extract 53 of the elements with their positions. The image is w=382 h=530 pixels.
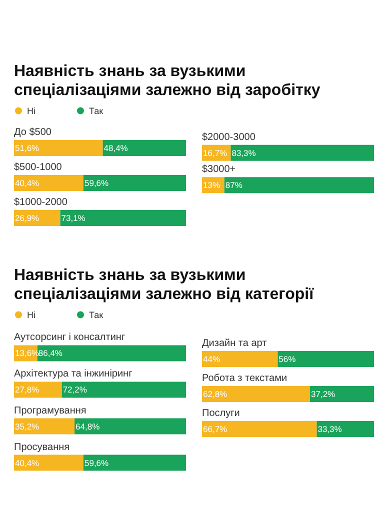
data-label: 13% [203,180,220,190]
category-label: Архітектура та інжиніринг [14,368,132,380]
data-label: 86,4% [38,348,63,358]
bar [14,382,62,398]
bar [14,454,84,471]
legend-label: Так [89,106,104,116]
data-label: 26,9% [15,213,40,223]
data-label: 59,6% [84,178,110,188]
data-label: 44% [203,354,220,364]
bar [14,175,84,191]
data-label: 83,3% [232,148,256,158]
data-label: 40,4% [15,178,40,188]
category-label: $2000-3000 [202,132,256,143]
bar [62,382,186,398]
data-label: 87% [225,180,243,190]
category-label: Дизайн та арт [202,338,267,349]
data-label: 66,7% [203,424,228,434]
legend-label: Так [89,310,104,320]
category-label: Просування [14,442,70,453]
data-label: 35,2% [15,421,40,432]
category-label: $1000-2000 [14,197,68,208]
bar [14,140,103,156]
data-label: 72,2% [62,384,88,395]
data-label: 40,4% [15,458,40,468]
bar [83,454,186,471]
bar [37,345,186,362]
data-label: 51,6% [15,143,40,153]
category-label: До $500 [14,127,52,138]
category-label: $500-1000 [14,162,62,173]
data-label: 33,3% [318,424,342,434]
bar [74,418,186,434]
legend-label: Ні [27,310,36,320]
data-label: 56% [278,354,296,364]
data-label: 27,8% [15,384,40,395]
data-label: 16,7% [203,148,228,158]
bar [102,140,186,156]
data-label: 73,1% [61,213,86,223]
legend-label: Ні [27,106,36,116]
bar [83,175,186,191]
bar [60,210,186,226]
chart-title: Наявність знань за вузькими спеціалізаціями залежно від категорії [14,266,315,304]
data-label: 62,8% [203,389,228,399]
category-label: Аутсорсинг і консалтинг [14,332,126,344]
category-label: Послуги [202,408,240,419]
category-label: Робота з текстами [202,373,288,384]
category-label: Програмування [14,405,86,416]
data-label: 59,6% [84,458,110,468]
data-label: 48,4% [104,143,128,153]
bar [14,418,75,434]
category-label: $3000+ [202,164,236,176]
data-label: 64,8% [76,421,100,432]
chart-title: Наявність знань за вузькими спеціалізаціями залежно від заробітку [14,62,322,100]
data-label: 37,2% [311,389,336,399]
